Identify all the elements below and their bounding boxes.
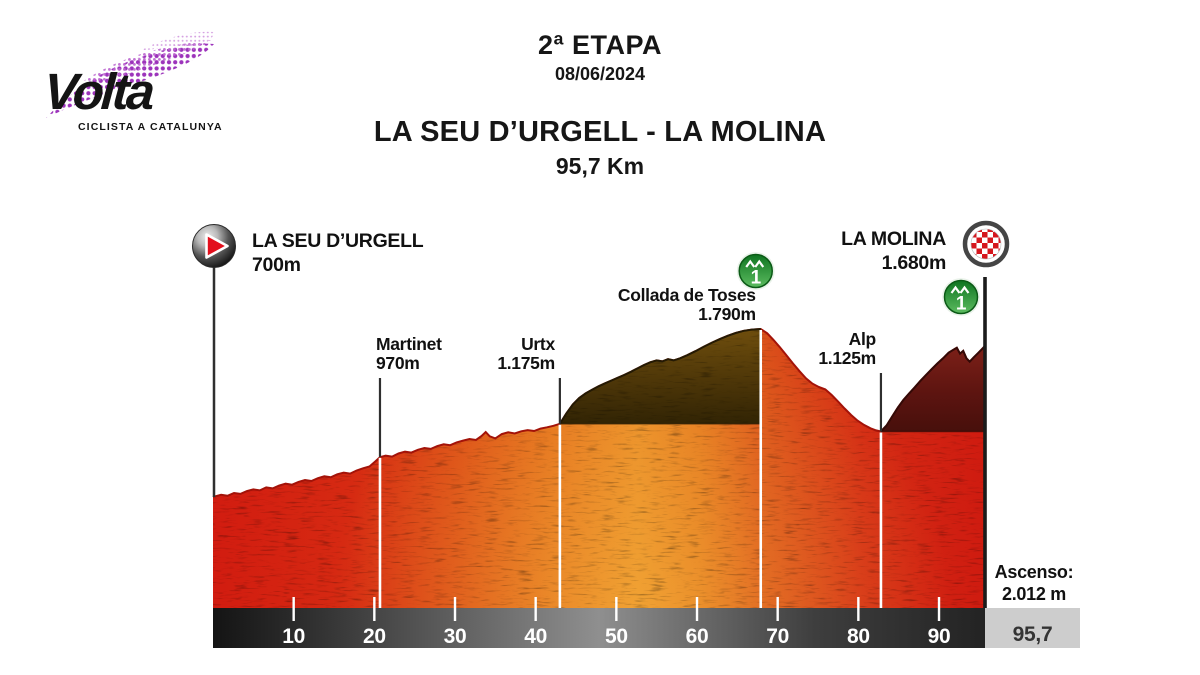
cat1-icon-collada-circle xyxy=(738,253,773,289)
checkered-flag-icon xyxy=(970,228,1002,260)
axis-tick-label-50: 50 xyxy=(605,625,628,648)
cat1-icon-finish-mountain-icon xyxy=(950,285,970,294)
stage-number: 2ª ETAPA xyxy=(537,30,662,60)
axis-tick-90 xyxy=(937,597,941,621)
climb-top-edge-1 xyxy=(880,345,986,433)
waypoint-name-0: Martinet xyxy=(376,334,442,354)
climb-texture-0 xyxy=(559,329,761,424)
waypoint-name-3: Alp xyxy=(849,329,876,349)
axis-tick-label-10: 10 xyxy=(282,625,305,648)
cat1-icon-finish-outer-ring xyxy=(942,278,980,316)
ascent-label: Ascenso: xyxy=(995,562,1074,582)
waypoint-elevation-0: 970m xyxy=(376,353,420,373)
waypoint-name-1: Urtx xyxy=(521,334,555,354)
profile-texture xyxy=(213,329,985,608)
axis-final-km-label: 95,7 xyxy=(1013,623,1053,646)
axis-end-box xyxy=(985,608,1080,648)
cat1-icon-finish-category: 1 xyxy=(956,294,967,315)
waypoint-name-2: Collada de Toses xyxy=(618,285,756,305)
waypoint-elevation-3: 1.125m xyxy=(818,348,876,368)
axis-tick-80 xyxy=(857,597,860,621)
stage-date: 08/06/2024 xyxy=(554,64,646,84)
climb-segment-1 xyxy=(880,346,985,432)
climb-top-edge-0 xyxy=(559,328,761,425)
cat1-icon-collada-outer-ring xyxy=(736,252,775,290)
axis-tick-50 xyxy=(615,597,618,621)
axis-tick-30 xyxy=(453,597,457,621)
ascent-value: 2.012 m xyxy=(1002,584,1066,604)
finish-name: LA MOLINA xyxy=(841,228,946,250)
finish-elevation: 1.680m xyxy=(882,252,946,274)
start-icon xyxy=(192,224,236,268)
volta-logo-swoosh-icon xyxy=(46,31,215,118)
finish-line xyxy=(983,277,987,608)
axis-tick-20 xyxy=(373,597,376,621)
axis-tick-70 xyxy=(776,597,779,621)
axis-tick-label-70: 70 xyxy=(766,625,789,648)
axis-tick-60 xyxy=(695,597,699,621)
cat1-icon-finish: 1 xyxy=(942,278,980,316)
start-name: LA SEU D’URGELL xyxy=(252,230,424,252)
route-title: LA SEU D’URGELL - LA MOLINA xyxy=(373,116,827,148)
axis-tick-label-60: 60 xyxy=(686,625,709,648)
cat1-icon-collada: 1 xyxy=(736,252,775,290)
axis-tick-label-30: 30 xyxy=(444,625,467,648)
play-icon xyxy=(205,233,229,259)
cat1-icon-finish-circle xyxy=(943,279,979,315)
cat1-icon-collada-mountain-icon xyxy=(745,259,765,268)
volta-logo-subtitle: CICLISTA A CATALUNYA xyxy=(78,121,223,133)
stage-distance: 95,7 Km xyxy=(555,153,645,179)
volta-logo: Volta CICLISTA A CATALUNYA xyxy=(42,22,237,144)
axis-tick-40 xyxy=(534,597,537,621)
axis-tick-label-40: 40 xyxy=(524,625,547,648)
axis-tick-10 xyxy=(292,597,295,621)
cat1-icon-collada-category: 1 xyxy=(751,268,762,289)
start-elevation: 700m xyxy=(252,254,301,276)
waypoint-elevation-2: 1.790m xyxy=(698,304,756,324)
axis-tick-label-80: 80 xyxy=(847,625,870,648)
finish-icon xyxy=(962,220,1010,268)
waypoint-elevation-1: 1.175m xyxy=(497,353,555,373)
axis-tick-label-20: 20 xyxy=(363,625,386,648)
axis-tick-label-90: 90 xyxy=(928,625,951,648)
axis-bar xyxy=(213,608,985,648)
